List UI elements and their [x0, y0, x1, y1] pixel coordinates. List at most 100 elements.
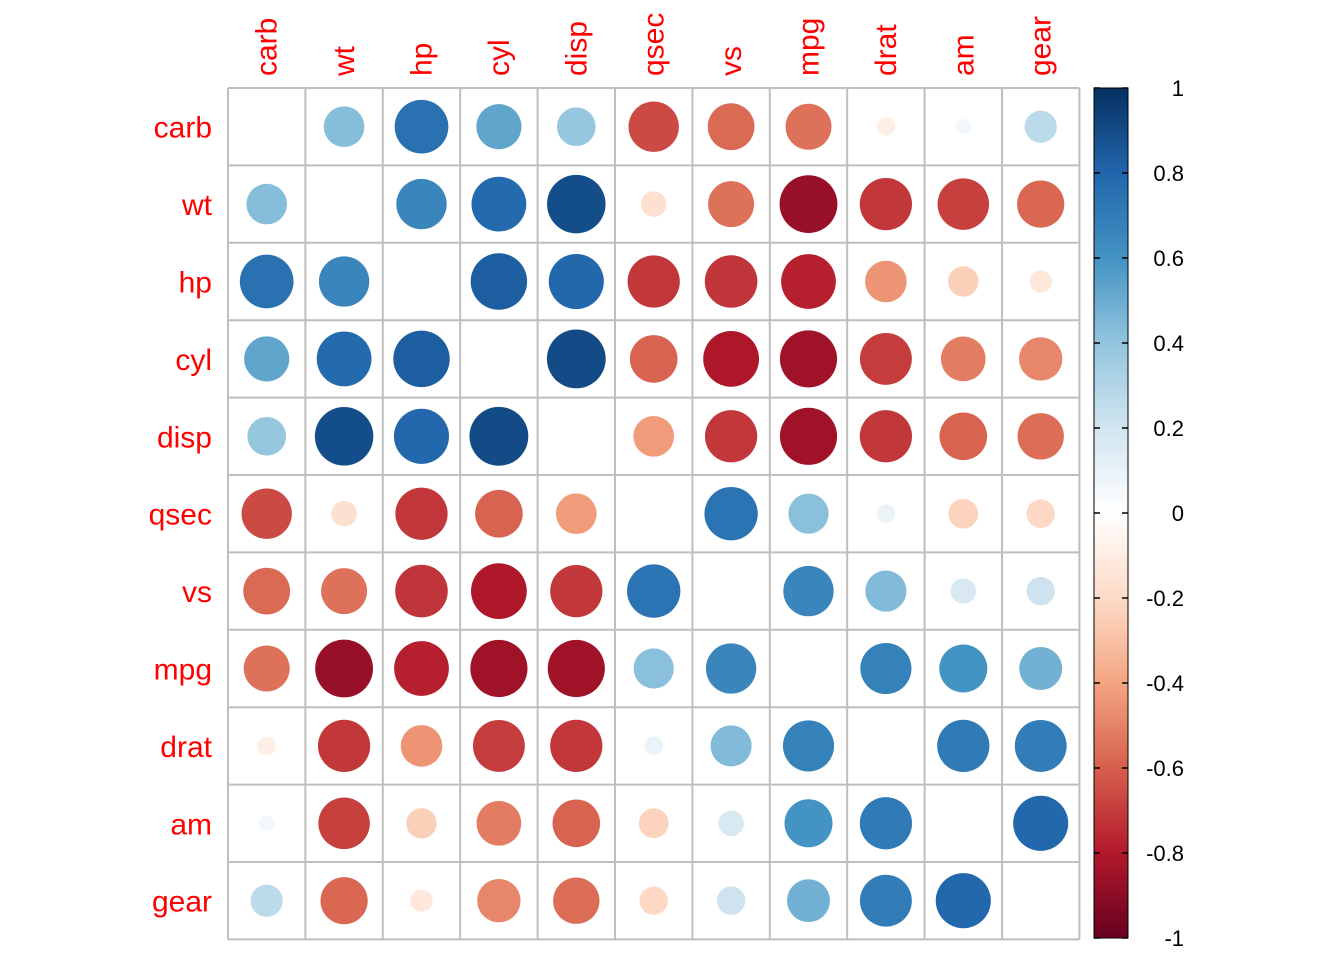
corr-circle-am-mpg: am / mpg: 0.6 — [784, 799, 833, 848]
correlation-circles: carb / wt: 0.43 carb / hp: 0.75 carb / cyl… — [239, 99, 1069, 929]
corr-circle-hp-mpg: hp / mpg: -0.78 — [781, 254, 836, 309]
corr-circle-gear-carb: gear / carb: 0.27 — [250, 884, 283, 917]
grid — [227, 87, 1081, 941]
corr-circle-hp-vs: hp / vs: -0.72 — [704, 255, 758, 308]
corr-circle-wt-hp: wt / hp: 0.66 — [396, 178, 447, 230]
color-legend-tick-label: -1 — [1164, 926, 1184, 951]
corr-circle-drat-carb: drat / carb: -0.09 — [257, 736, 277, 756]
corr-circle-disp-qsec: disp / qsec: -0.43 — [633, 415, 675, 457]
corr-circle-drat-cyl: drat / cyl: -0.7 — [472, 719, 525, 772]
corr-circle-gear-cyl: gear / cyl: -0.49 — [477, 879, 521, 923]
corr-circle-mpg-carb: mpg / carb: -0.55 — [243, 645, 290, 692]
corr-circle-cyl-wt: cyl / wt: 0.78 — [316, 331, 372, 387]
corr-circle-carb-hp: carb / hp: 0.75 — [394, 99, 449, 154]
corr-circle-hp-wt: hp / wt: 0.66 — [318, 256, 370, 307]
color-legend-tick-label: 0.2 — [1153, 416, 1184, 441]
corr-circle-disp-cyl: disp / cyl: 0.9 — [469, 406, 529, 466]
corr-circle-disp-vs: disp / vs: -0.71 — [704, 410, 758, 463]
corr-circle-drat-vs: drat / vs: 0.44 — [710, 725, 752, 767]
corr-circle-qsec-disp: qsec / disp: -0.43 — [555, 493, 597, 535]
corr-circle-gear-am: gear / am: 0.79 — [935, 873, 991, 929]
corr-circle-carb-drat: carb / drat: -0.09 — [876, 117, 896, 136]
corr-circle-carb-disp: carb / disp: 0.39 — [556, 107, 596, 147]
corr-circle-qsec-am: qsec / am: -0.23 — [948, 498, 979, 529]
corr-circle-disp-am: disp / am: -0.59 — [939, 412, 988, 461]
corr-circle-qsec-carb: qsec / carb: -0.66 — [241, 488, 292, 539]
corr-circle-hp-gear: hp / gear: -0.13 — [1029, 270, 1052, 293]
corr-circle-vs-am: vs / am: 0.17 — [950, 578, 977, 604]
corr-circle-cyl-hp: cyl / hp: 0.83 — [393, 330, 450, 388]
corr-circle-wt-mpg: wt / mpg: -0.87 — [779, 175, 838, 234]
row-label-qsec: qsec — [149, 499, 212, 532]
row-label-vs: vs — [182, 576, 212, 609]
corr-circle-gear-disp: gear / disp: -0.56 — [553, 877, 600, 924]
corr-circle-carb-cyl: carb / cyl: 0.53 — [476, 104, 522, 150]
color-legend-tick-label: 0.6 — [1153, 246, 1184, 271]
corr-circle-cyl-qsec: cyl / qsec: -0.59 — [629, 335, 678, 383]
corr-circle-drat-wt: drat / wt: -0.71 — [317, 719, 371, 773]
column-label-qsec: qsec — [638, 13, 671, 76]
corr-circle-drat-mpg: drat / mpg: 0.68 — [782, 720, 835, 772]
corr-circle-gear-wt: gear / wt: -0.58 — [320, 877, 368, 925]
color-legend-tick-label: -0.2 — [1146, 586, 1184, 611]
corr-circle-disp-mpg: disp / mpg: -0.85 — [779, 407, 838, 465]
corr-circle-am-disp: am / disp: -0.59 — [552, 799, 601, 848]
corr-circle-am-hp: am / hp: -0.24 — [406, 808, 437, 839]
corr-circle-vs-gear: vs / gear: 0.21 — [1026, 576, 1055, 606]
column-label-gear: gear — [1025, 16, 1058, 76]
corr-circle-am-carb: am / carb: 0.06 — [259, 815, 275, 831]
corr-circle-drat-disp: drat / disp: -0.71 — [550, 719, 603, 773]
corr-circle-gear-hp: gear / hp: -0.13 — [410, 889, 433, 912]
corr-circle-hp-disp: hp / disp: 0.79 — [548, 253, 604, 310]
corr-circle-carb-vs: carb / vs: -0.57 — [707, 103, 755, 151]
corr-circle-mpg-gear: mpg / gear: 0.48 — [1019, 647, 1063, 690]
corr-circle-vs-carb: vs / carb: -0.57 — [243, 567, 291, 615]
corr-circle-hp-carb: hp / carb: 0.75 — [239, 254, 294, 309]
row-label-am: am — [170, 808, 212, 841]
color-legend-tick-label: 1 — [1172, 76, 1184, 101]
corr-circle-mpg-vs: mpg / vs: 0.66 — [705, 643, 757, 694]
corr-circle-vs-mpg: vs / mpg: 0.66 — [783, 565, 834, 617]
corr-circle-wt-am: wt / am: -0.69 — [937, 178, 990, 230]
corr-circle-gear-qsec: gear / qsec: -0.21 — [639, 886, 668, 915]
color-legend-tick-label: -0.4 — [1146, 671, 1184, 696]
row-label-wt: wt — [181, 189, 213, 222]
corr-circle-vs-disp: vs / disp: -0.71 — [550, 564, 603, 618]
column-label-wt: wt — [328, 45, 361, 77]
corr-circle-vs-cyl: vs / cyl: -0.81 — [471, 563, 527, 619]
corr-circle-drat-gear: drat / gear: 0.7 — [1014, 719, 1067, 772]
corr-circle-qsec-vs: qsec / vs: 0.74 — [704, 487, 758, 541]
row-label-carb: carb — [154, 112, 212, 145]
corr-circle-cyl-mpg: cyl / mpg: -0.85 — [779, 330, 838, 388]
corr-circle-drat-hp: drat / hp: -0.45 — [400, 725, 443, 767]
color-legend-tick-label: -0.8 — [1146, 841, 1184, 866]
corr-circle-cyl-disp: cyl / disp: 0.9 — [546, 329, 606, 389]
corr-circle-disp-wt: disp / wt: 0.89 — [314, 407, 374, 466]
corr-circle-mpg-cyl: mpg / cyl: -0.85 — [470, 639, 528, 698]
color-legend-tick-label: 0.8 — [1153, 161, 1184, 186]
corr-circle-carb-qsec: carb / qsec: -0.66 — [628, 101, 679, 152]
corr-circle-drat-qsec: drat / qsec: 0.09 — [644, 736, 663, 756]
corr-circle-carb-gear: carb / gear: 0.27 — [1024, 110, 1057, 143]
row-label-hp: hp — [179, 267, 212, 300]
color-legend-ticks: 1 0.8 0.6 0.4 0.2 0 -0.2 -0.4 -0.6 -0.8 -1 — [1094, 76, 1184, 951]
corr-circle-mpg-hp: mpg / hp: -0.78 — [394, 641, 449, 696]
corr-circle-vs-qsec: vs / qsec: 0.74 — [627, 564, 681, 618]
corr-circle-wt-carb: wt / carb: 0.43 — [246, 183, 288, 225]
corr-circle-cyl-drat: cyl / drat: -0.7 — [859, 332, 912, 385]
corr-circle-am-wt: am / wt: -0.69 — [318, 797, 370, 850]
corr-circle-am-drat: am / drat: 0.71 — [859, 797, 913, 850]
corr-circle-disp-gear: disp / gear: -0.56 — [1017, 413, 1064, 460]
corr-circle-am-gear: am / gear: 0.79 — [1013, 795, 1069, 851]
corr-circle-cyl-gear: cyl / gear: -0.49 — [1018, 337, 1063, 381]
color-legend-tick-label: -0.6 — [1146, 756, 1184, 781]
column-label-carb: carb — [251, 18, 284, 76]
corr-circle-qsec-drat: qsec / drat: 0.09 — [876, 504, 896, 523]
corr-circle-qsec-hp: qsec / hp: -0.71 — [395, 487, 448, 540]
corr-circle-disp-carb: disp / carb: 0.39 — [247, 416, 287, 456]
corr-circle-wt-drat: wt / drat: -0.71 — [859, 177, 913, 231]
corr-circle-cyl-vs: cyl / vs: -0.81 — [703, 331, 759, 387]
corr-circle-wt-qsec: wt / qsec: -0.17 — [640, 191, 667, 217]
column-label-disp: disp — [560, 21, 593, 76]
row-label-gear: gear — [152, 886, 212, 919]
